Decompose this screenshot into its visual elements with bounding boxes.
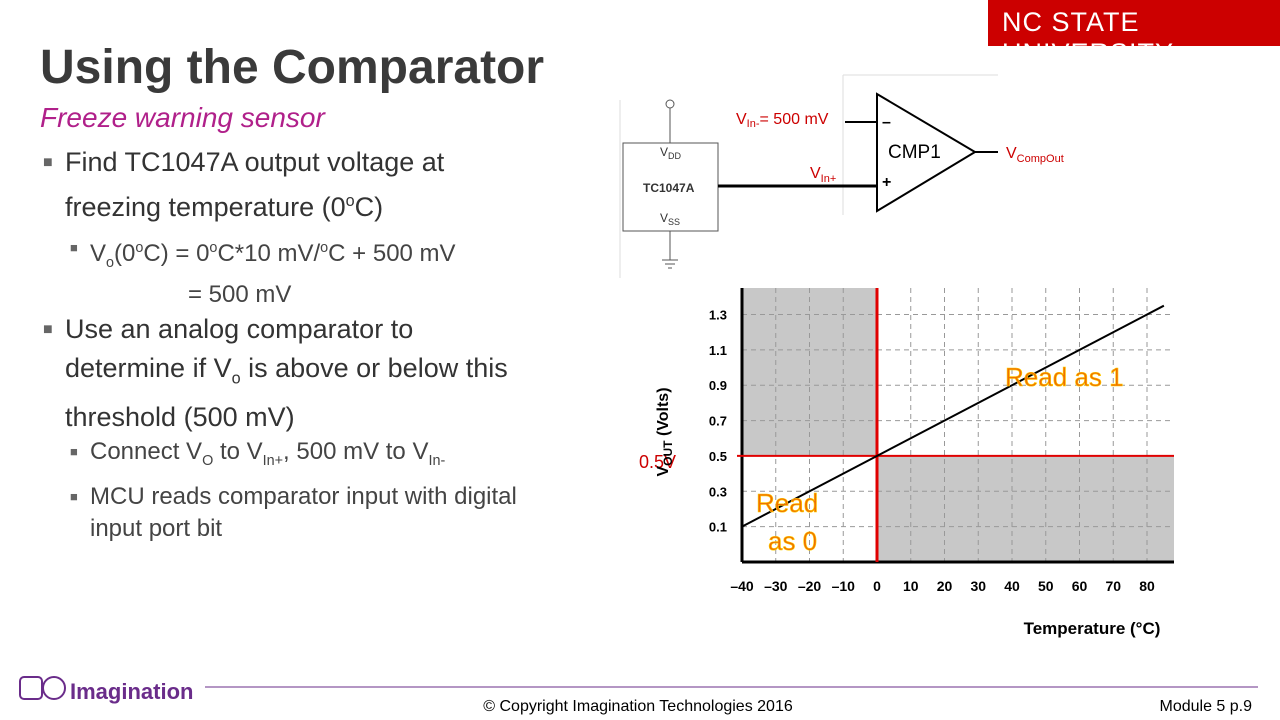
text: DD <box>668 151 681 161</box>
text: In- <box>428 452 446 469</box>
text: V <box>1006 145 1017 162</box>
text: o <box>106 254 115 271</box>
logo: Imagination <box>70 679 193 704</box>
chart: –40 –30 –20 –10 0 10 20 30 40 50 60 70 80 0.1 0.3 0.5 0.… <box>639 288 1174 594</box>
text: o <box>231 369 241 388</box>
y-tick-label: 0.9 <box>709 378 727 393</box>
text: V <box>660 145 668 159</box>
circuit: VDD TC1047A VSS VIn-= 500 mV VIn+ CMP1 –… <box>619 74 1064 278</box>
x-tick-label: 10 <box>903 578 919 594</box>
chip-label: TC1047A <box>643 181 695 195</box>
subtitle: Freeze warning sensor <box>40 102 325 133</box>
x-tick-label: 0 <box>873 578 881 594</box>
sub-bullet: ■ MCU reads comparator input with digital… <box>70 483 517 542</box>
text: is above or below this threshold (500 mV… <box>65 353 508 433</box>
text: o <box>135 240 144 256</box>
text: CompOut <box>1017 153 1064 165</box>
text: to V <box>213 438 263 465</box>
footer: Imagination © Copyright Imagination Tech… <box>19 676 1258 715</box>
x-tick-label: 40 <box>1004 578 1020 594</box>
x-tick-label: 20 <box>937 578 953 594</box>
x-tick-label: 70 <box>1105 578 1121 594</box>
text: OUT <box>661 440 675 466</box>
x-tick-label: 60 <box>1072 578 1088 594</box>
svg-text:VIn+: VIn+ <box>810 165 836 185</box>
svg-text:VSS: VSS <box>660 211 680 227</box>
x-tick-label: –10 <box>832 578 856 594</box>
y-tick-label: 1.3 <box>709 308 727 323</box>
y-tick-label: 0.7 <box>709 414 727 429</box>
text: SS <box>668 217 680 227</box>
text: o <box>209 240 218 256</box>
text: C) <box>354 192 384 222</box>
x-axis-label: Temperature (°C) <box>1024 619 1161 638</box>
text: In- <box>747 118 760 130</box>
text: In+ <box>262 452 284 469</box>
sub-bullet: ■ Vo(0oC) = 0oC*10 mV/oC + 500 mV = 500 mV <box>70 232 530 311</box>
title: Using the Comparator <box>40 41 545 94</box>
bullet: ■ Use an analog comparator to determine i… <box>43 314 508 433</box>
text: V <box>90 240 107 267</box>
text: o <box>320 240 329 256</box>
text: + <box>882 174 891 191</box>
text: = 500 mV <box>760 111 829 128</box>
text: (0 <box>114 240 136 267</box>
text: V <box>810 165 821 182</box>
text: C) = 0 <box>143 240 210 267</box>
x-tick-label: 50 <box>1038 578 1054 594</box>
text: (Volts) <box>655 387 672 440</box>
annotation: as 0 <box>768 526 817 556</box>
y-tick-label: 0.1 <box>709 520 727 535</box>
text: Connect V <box>90 438 203 465</box>
page-number: Module 5 p.9 <box>1159 698 1252 715</box>
brand-bar: NC STATE UNIVERSITY <box>988 0 1280 68</box>
x-tick-label: –30 <box>764 578 788 594</box>
sub-bullet: ■ Connect VO to VIn+, 500 mV to VIn- <box>70 438 446 469</box>
x-tick-label: –20 <box>798 578 822 594</box>
annotation: Read <box>756 488 818 518</box>
svg-text:VOUT (Volts): VOUT (Volts) <box>655 387 675 476</box>
text: = 500 mV <box>188 280 292 308</box>
threshold-label: 0.5V <box>639 452 676 472</box>
text: C*10 mV/ <box>217 240 321 267</box>
svg-text:VDD: VDD <box>660 145 682 161</box>
text: Use an analog comparator to determine if… <box>65 314 414 383</box>
shaded-region <box>877 455 1174 562</box>
svg-text:VIn-= 500 mV: VIn-= 500 mV <box>736 111 829 130</box>
svg-text:VCompOut: VCompOut <box>1006 145 1064 165</box>
y-tick-label: 0.5 <box>709 449 727 464</box>
data-line <box>741 304 1165 528</box>
text: O <box>202 452 214 469</box>
x-tick-label: 80 <box>1139 578 1155 594</box>
brand: NC STATE UNIVERSITY <box>1002 7 1175 68</box>
annotation: Read as 1 <box>1005 362 1124 392</box>
y-tick-label: 1.1 <box>709 343 727 358</box>
text: – <box>882 114 891 131</box>
comparator-label: CMP1 <box>888 142 941 163</box>
text: Find TC1047A output voltage at freezing … <box>65 147 445 222</box>
text: , 500 mV to V <box>283 438 429 465</box>
text: V <box>736 111 747 128</box>
text: V <box>655 466 672 477</box>
text: In+ <box>821 173 837 185</box>
x-tick-label: –40 <box>730 578 754 594</box>
text: C + 500 mV <box>328 240 456 267</box>
copyright: © Copyright Imagination Technologies 201… <box>483 698 793 715</box>
x-tick-label: 30 <box>970 578 986 594</box>
bullet: ■ Find TC1047A output voltage at freezing… <box>43 147 445 222</box>
text: MCU reads comparator input with digital … <box>90 483 517 542</box>
text: V <box>660 211 668 225</box>
text: o <box>345 192 355 210</box>
y-tick-label: 0.3 <box>709 484 727 499</box>
